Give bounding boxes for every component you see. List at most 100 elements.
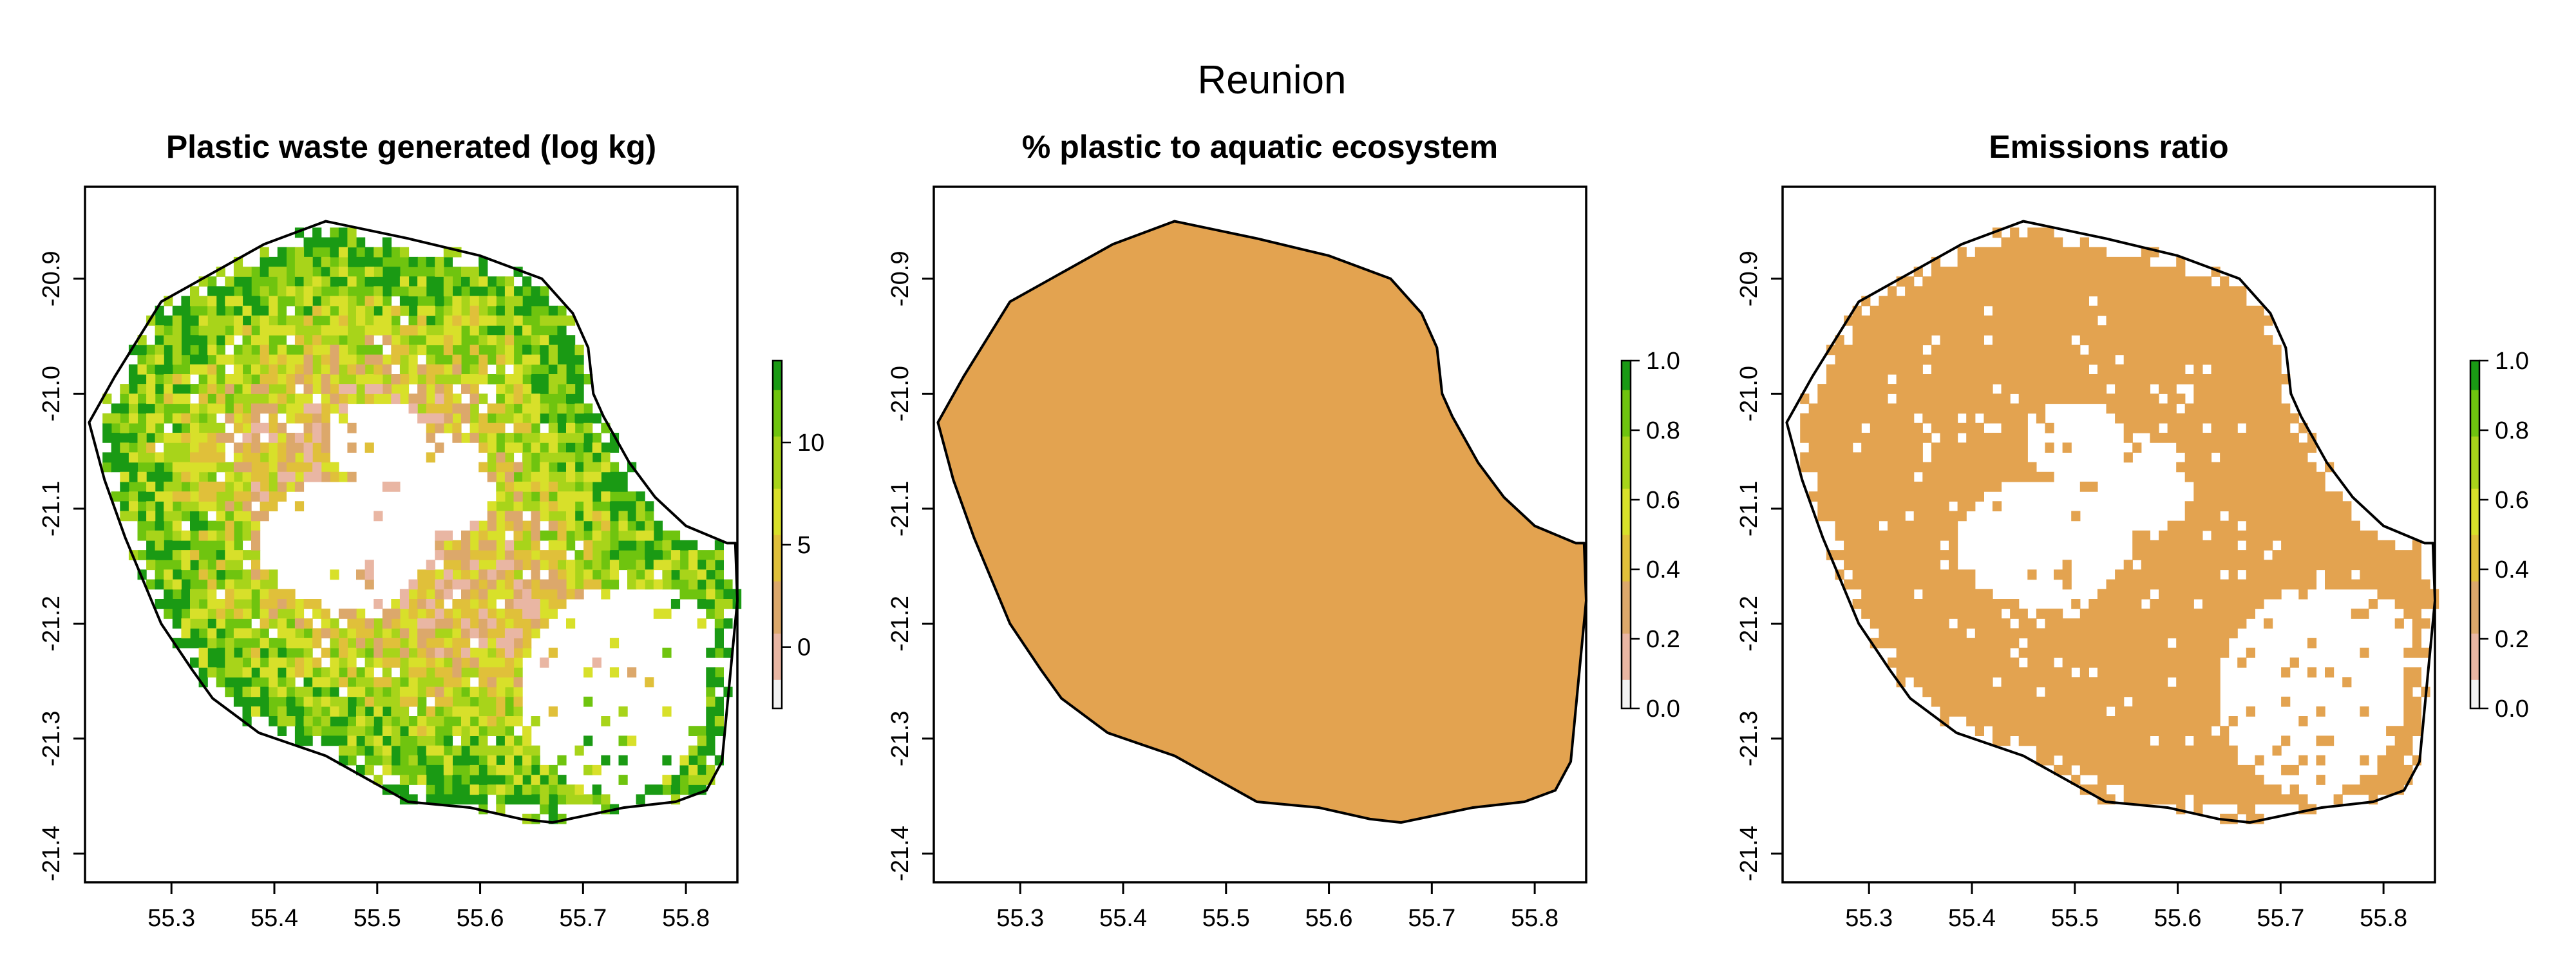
legend-swatch <box>2470 691 2479 697</box>
legend-swatch <box>1622 645 1631 651</box>
legend-tick-label: 1.0 <box>1646 348 1680 375</box>
x-tick-label: 55.8 <box>1511 905 1558 932</box>
legend-swatch <box>1622 627 1631 634</box>
legend-swatch <box>1622 656 1631 663</box>
legend-swatch <box>1622 674 1631 680</box>
x-tick-label: 55.6 <box>1305 905 1353 932</box>
legend-swatch <box>1622 419 1631 425</box>
y-tick-label: -21.4 <box>1736 826 1763 882</box>
legend-swatch <box>1622 679 1631 686</box>
legend-swatch <box>1622 361 1631 367</box>
legend-swatch <box>1622 564 1631 570</box>
legend-swatch <box>773 506 782 512</box>
legend-swatch <box>2470 656 2479 663</box>
legend-swatch <box>773 500 782 506</box>
legend-swatch <box>2470 650 2479 657</box>
legend-swatch <box>773 569 782 576</box>
legend-swatch <box>773 610 782 616</box>
legend-swatch <box>773 477 782 483</box>
legend-swatch <box>773 488 782 495</box>
legend-swatch <box>773 494 782 500</box>
legend-swatch <box>773 540 782 547</box>
panel-emissions-ratio: Emissions ratio 55.3 55.4 55.5 55.6 55.7 55.8 -… <box>1736 129 2529 932</box>
legend-swatch <box>2470 361 2479 367</box>
legend-swatch <box>773 587 782 593</box>
legend-swatch <box>2470 587 2479 593</box>
legend-swatch <box>1622 442 1631 448</box>
legend-swatch <box>1622 685 1631 692</box>
legend-swatch <box>1622 529 1631 535</box>
legend-swatch <box>2470 662 2479 668</box>
legend-colorbar: 0 5 10 <box>772 359 824 710</box>
legend-swatch <box>1622 430 1631 437</box>
legend-swatch <box>2470 523 2479 529</box>
x-tick-label: 55.7 <box>1408 905 1455 932</box>
legend-colorbar: 0.0 0.2 0.4 0.6 0.8 1.0 <box>1620 348 1680 723</box>
legend-swatch <box>2470 395 2479 402</box>
y-tick-label: -21.2 <box>38 596 65 652</box>
legend-swatch <box>1622 691 1631 697</box>
legend-swatch <box>773 697 782 703</box>
figure-title: Reunion <box>1198 58 1347 102</box>
legend-swatch <box>1622 459 1631 466</box>
legend-swatch <box>773 604 782 611</box>
legend-swatch <box>2470 372 2479 379</box>
legend-swatch <box>1622 604 1631 611</box>
legend-swatch <box>2470 639 2479 645</box>
legend-swatch <box>773 662 782 668</box>
legend-swatch <box>1622 569 1631 576</box>
legend-swatch <box>2470 552 2479 558</box>
legend-swatch <box>773 552 782 558</box>
legend-tick-label: 0.0 <box>1646 696 1680 723</box>
legend-swatch <box>773 366 782 373</box>
legend-swatch <box>1622 378 1631 384</box>
legend-swatch <box>2470 401 2479 408</box>
legend-swatch <box>773 424 782 431</box>
y-tick-label: -21.2 <box>887 596 914 652</box>
legend-tick-label: 0.4 <box>1646 556 1680 583</box>
legend-swatch <box>1622 523 1631 529</box>
raster-cells <box>1800 227 2439 824</box>
legend-swatch <box>2470 448 2479 454</box>
legend-tick-label: 5 <box>797 532 811 559</box>
legend-swatch <box>2470 465 2479 471</box>
legend-swatch <box>773 703 782 709</box>
legend-swatch <box>773 436 782 442</box>
x-tick-label: 55.7 <box>559 905 607 932</box>
legend-swatch <box>2470 592 2479 599</box>
x-tick-label: 55.4 <box>1948 905 1996 932</box>
legend-swatch <box>1622 517 1631 524</box>
legend-swatch <box>2470 535 2479 541</box>
legend-swatch <box>2470 546 2479 553</box>
y-tick-label: -21.3 <box>38 711 65 767</box>
legend-swatch <box>1622 546 1631 553</box>
legend-swatch <box>2470 610 2479 616</box>
y-tick-label: -20.9 <box>38 251 65 307</box>
island-outline <box>88 220 739 824</box>
legend-swatch <box>773 656 782 663</box>
legend-swatch <box>2470 674 2479 680</box>
legend-swatch <box>1622 482 1631 489</box>
legend-swatch <box>2470 616 2479 622</box>
legend-swatch <box>1622 650 1631 657</box>
raster-layer <box>1800 227 2439 824</box>
legend-swatch <box>773 645 782 651</box>
legend-swatch <box>2470 540 2479 547</box>
legend-swatch <box>1622 384 1631 390</box>
legend-swatch <box>1622 598 1631 605</box>
legend-tick-label: 0.2 <box>2495 626 2529 653</box>
y-tick-label: -21.0 <box>38 366 65 422</box>
legend-swatch <box>1622 552 1631 558</box>
x-tick-label: 55.6 <box>2154 905 2202 932</box>
legend-swatch <box>1622 436 1631 442</box>
x-tick-label: 55.7 <box>2257 905 2304 932</box>
legend-swatch <box>2470 668 2479 674</box>
x-tick-label: 55.3 <box>1845 905 1893 932</box>
legend-swatch <box>773 621 782 628</box>
legend-swatch <box>2470 598 2479 605</box>
legend-tick-label: 0.2 <box>1646 626 1680 653</box>
legend-swatch <box>2470 384 2479 390</box>
legend-swatch <box>2470 494 2479 500</box>
legend-swatch <box>773 372 782 379</box>
legend-swatch <box>1622 662 1631 668</box>
